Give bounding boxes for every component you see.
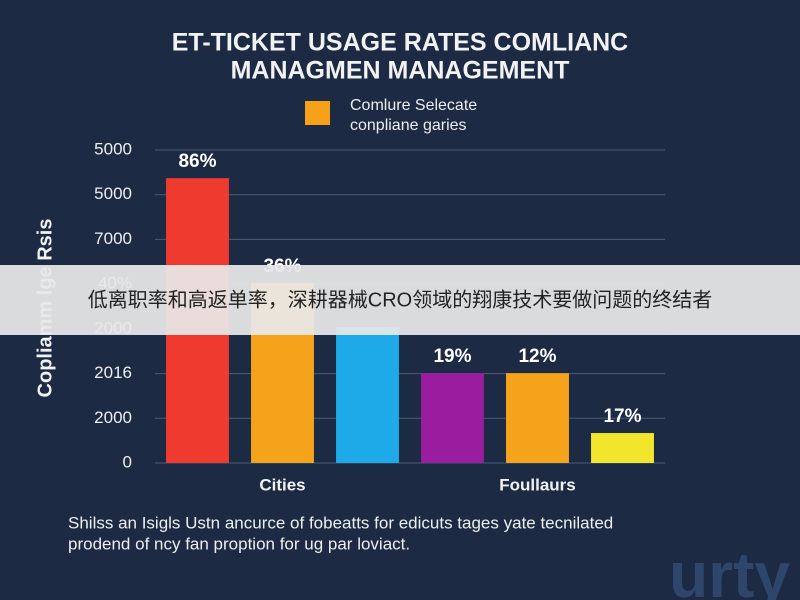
chart-title: ET-TICKET USAGE RATES COMLIANC [172, 29, 628, 57]
bar [506, 373, 569, 463]
legend-label: conpliane garies [350, 117, 467, 134]
data-label: 86% [178, 151, 216, 172]
footnote: Shilss an Isigls Ustn ancurce of fobeatt… [68, 513, 613, 532]
x-tick-label: Foullaurs [499, 475, 576, 494]
data-label: 17% [603, 406, 641, 427]
y-tick-label: 5000 [94, 139, 132, 158]
chart-title: MANAGMEN MANAGEMENT [231, 57, 570, 85]
data-label: 19% [433, 346, 471, 367]
data-label: 12% [518, 346, 556, 367]
footnote: prodend of ncy fan proption for ug par l… [68, 534, 410, 553]
legend-label: Comlure Selecate [350, 97, 477, 114]
x-tick-label: Cities [259, 475, 305, 494]
legend-swatch [305, 101, 330, 125]
bar [421, 373, 484, 463]
y-tick-label: 5000 [94, 184, 132, 203]
y-tick-label: 7000 [94, 229, 132, 248]
y-tick-label: 0 [123, 452, 132, 471]
bar [336, 327, 399, 463]
banner [0, 265, 800, 335]
y-tick-label: 2000 [94, 408, 132, 427]
banner-text: 低离职率和高返单率，深耕器械CRO领域的翔康技术要做问题的终结者 [88, 288, 712, 311]
bar [591, 433, 654, 463]
y-tick-label: 2016 [94, 363, 132, 382]
watermark: urty [669, 539, 790, 600]
